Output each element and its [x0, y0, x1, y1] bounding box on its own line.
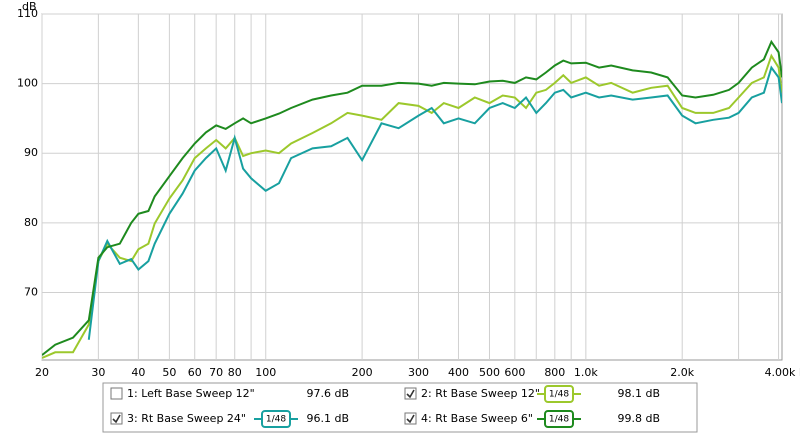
smoothing-label: 1/48 [266, 415, 286, 425]
x-tick-label: 50 [162, 366, 176, 379]
smoothing-label: 1/48 [549, 415, 569, 425]
y-tick-label: 90 [24, 146, 38, 159]
x-tick-label: 600 [504, 366, 525, 379]
y-axis-label: dB [22, 0, 37, 13]
series-line [87, 65, 782, 340]
y-tick-label: 80 [24, 216, 38, 229]
legend-label: 4: Rt Base Sweep 6" [421, 412, 533, 425]
checkmark [112, 414, 121, 424]
plot-area [41, 13, 783, 361]
x-tick-label: 20 [35, 366, 49, 379]
legend-value: 98.1 dB [617, 387, 660, 400]
x-tick-label: 80 [228, 366, 242, 379]
smoothing-icon[interactable] [261, 410, 291, 428]
x-tick-label: 800 [544, 366, 565, 379]
legend-label: 1: Left Base Sweep 12" [127, 387, 255, 400]
x-tick-label: 70 [209, 366, 223, 379]
x-tick-label: 400 [448, 366, 469, 379]
legend-value: 99.8 dB [617, 412, 660, 425]
smoothing-icon[interactable] [544, 410, 574, 428]
legend-value: 96.1 dB [306, 412, 349, 425]
x-tick-label: 1.0k [574, 366, 598, 379]
x-tick-label: 30 [91, 366, 105, 379]
legend-checkbox[interactable] [110, 387, 123, 400]
x-tick-label: 40 [131, 366, 145, 379]
x-tick-label: 500 [479, 366, 500, 379]
y-tick-label: 70 [24, 285, 38, 298]
legend-checkbox[interactable] [110, 412, 123, 425]
x-tick-label: 4.00k Hz [765, 366, 800, 379]
y-tick-label: 100 [17, 77, 38, 90]
legend-value: 97.6 dB [306, 387, 349, 400]
legend-label: 2: Rt Base Sweep 12" [421, 387, 540, 400]
smoothing-icon[interactable] [544, 385, 574, 403]
x-tick-label: 100 [255, 366, 276, 379]
legend-checkbox[interactable] [404, 412, 417, 425]
x-tick-label: 60 [188, 366, 202, 379]
legend-checkbox[interactable] [404, 387, 417, 400]
series-line [42, 39, 782, 356]
checkmark [406, 414, 415, 424]
x-tick-label: 2.0k [670, 366, 694, 379]
x-tick-label: 200 [352, 366, 373, 379]
smoothing-label: 1/48 [549, 390, 569, 400]
legend-box [102, 382, 698, 433]
series-line [42, 53, 782, 359]
checkmark [406, 389, 415, 399]
x-tick-label: 300 [408, 366, 429, 379]
legend-label: 3: Rt Base Sweep 24" [127, 412, 246, 425]
y-tick-label: 110 [17, 7, 38, 20]
